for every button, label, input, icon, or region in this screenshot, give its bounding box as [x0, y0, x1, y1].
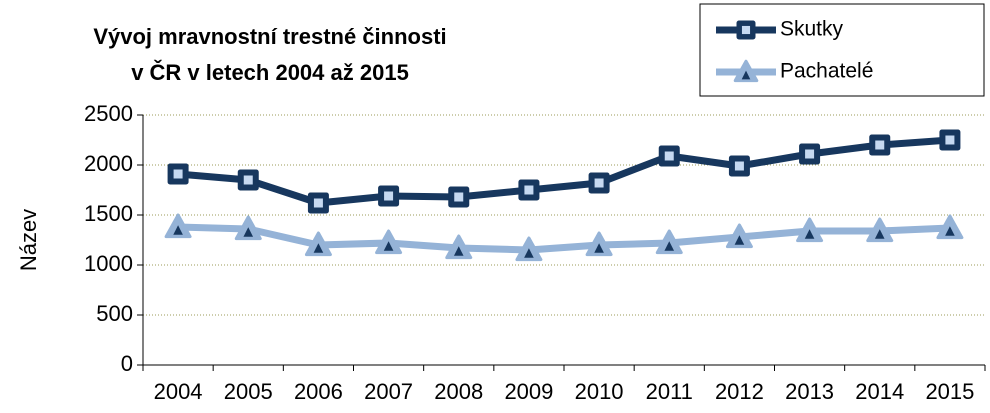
y-tick-label: 500: [96, 301, 133, 326]
x-tick-label: 2010: [575, 379, 624, 404]
chart-title: Vývoj mravnostní trestné činnosti: [93, 24, 446, 49]
y-tick-label: 2500: [84, 101, 133, 126]
x-tick-label: 2012: [715, 379, 764, 404]
marker-inner: [524, 185, 534, 195]
marker-inner: [243, 227, 254, 237]
marker-inner: [313, 198, 323, 208]
marker-inner: [664, 241, 675, 251]
marker-inner: [243, 175, 253, 185]
marker-inner: [594, 178, 604, 188]
marker-inner: [453, 246, 464, 256]
marker-inner: [805, 149, 815, 159]
x-tick-label: 2008: [434, 379, 483, 404]
series-line: [177, 223, 951, 254]
x-tick-label: 2011: [646, 379, 693, 404]
marker-inner: [945, 226, 955, 236]
marker-inner: [741, 25, 751, 35]
marker-inner: [454, 192, 464, 202]
marker-inner: [383, 241, 394, 251]
marker-inner: [384, 191, 394, 201]
marker-inner: [734, 161, 744, 171]
marker-inner: [664, 151, 674, 161]
marker-inner: [804, 229, 815, 239]
x-tick-label: 2009: [504, 379, 553, 404]
marker-inner: [173, 169, 183, 179]
marker-inner: [875, 140, 885, 150]
marker-inner: [313, 243, 324, 253]
y-tick-label: 1500: [84, 201, 133, 226]
x-tick-label: 2014: [855, 379, 904, 404]
x-tick-label: 2013: [785, 379, 834, 404]
legend-label: Skutky: [780, 18, 844, 41]
x-tick-label: 2015: [925, 379, 974, 404]
y-tick-label: 2000: [84, 151, 133, 176]
marker-inner: [524, 248, 534, 258]
x-tick-label: 2004: [154, 379, 203, 404]
legend-label: Pachatelé: [780, 60, 873, 83]
chart-title: v ČR v letech 2004 až 2015: [131, 60, 409, 85]
marker-inner: [173, 225, 183, 235]
marker-inner: [945, 135, 955, 145]
x-tick-label: 2005: [224, 379, 273, 404]
marker-inner: [594, 243, 604, 253]
y-tick-label: 1000: [84, 251, 133, 276]
x-tick-label: 2007: [364, 379, 413, 404]
series-line: [177, 136, 951, 207]
marker-inner: [874, 229, 885, 239]
y-axis-label: Název: [16, 209, 41, 271]
x-tick-label: 2006: [294, 379, 343, 404]
marker-inner: [734, 235, 745, 245]
y-tick-label: 0: [121, 351, 133, 376]
marker-inner: [741, 70, 751, 80]
